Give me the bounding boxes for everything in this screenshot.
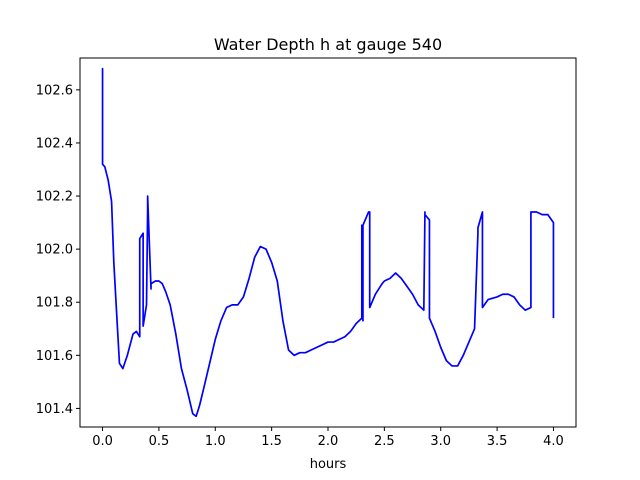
y-tick-label: 101.8 bbox=[36, 296, 73, 311]
x-tick-label: 3.5 bbox=[487, 434, 508, 449]
x-axis-label: hours bbox=[310, 457, 347, 472]
x-tick-label: 3.0 bbox=[430, 434, 451, 449]
y-tick-label: 102.2 bbox=[36, 190, 73, 205]
y-tick-label: 101.6 bbox=[36, 349, 73, 364]
x-axis: 0.0 0.5 1.0 1.5 2.0 2.5 3.0 3.5 4.0 bbox=[92, 427, 564, 449]
x-tick-label: 1.0 bbox=[205, 434, 226, 449]
y-tick-label: 102.4 bbox=[36, 136, 73, 151]
x-tick-label: 4.0 bbox=[543, 434, 564, 449]
y-tick-label: 101.4 bbox=[36, 402, 73, 417]
y-tick-label: 102.0 bbox=[36, 243, 73, 258]
chart-title: Water Depth h at gauge 540 bbox=[214, 35, 442, 54]
series-line-0 bbox=[101, 67, 555, 418]
x-tick-label: 2.5 bbox=[374, 434, 395, 449]
x-tick-label: 1.5 bbox=[261, 434, 282, 449]
x-tick-label: 0.0 bbox=[92, 434, 113, 449]
plot-area bbox=[101, 67, 555, 418]
x-tick-label: 2.0 bbox=[318, 434, 339, 449]
y-axis: 101.4 101.6 101.8 102.0 102.2 102.4 102.6 bbox=[36, 83, 80, 417]
x-tick-label: 0.5 bbox=[149, 434, 170, 449]
y-tick-label: 102.6 bbox=[36, 83, 73, 98]
